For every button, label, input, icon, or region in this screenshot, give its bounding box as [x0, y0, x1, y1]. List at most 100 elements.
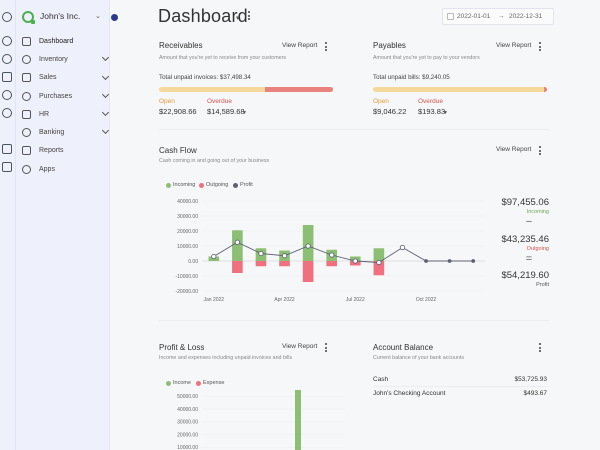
brand-logo-icon [22, 11, 35, 24]
rail-doc-icon[interactable] [2, 162, 12, 172]
payables-view-report[interactable]: View Report [496, 42, 532, 49]
account-name[interactable]: Cash [373, 376, 389, 383]
rail-home-icon[interactable] [2, 36, 12, 46]
account-balance-title: Account Balance [373, 343, 434, 352]
cashflow-chart: 40000.00 30000.00 20000.00 10000.00 0.00 -100… [175, 199, 485, 303]
section-divider-2 [159, 320, 549, 321]
overdue-dropdown-icon[interactable]: ▼ [242, 110, 247, 116]
account-balance-menu-button[interactable] [539, 343, 542, 353]
y-tick-label: 20000.00 [177, 229, 198, 235]
sidebar-item-label: Reports [39, 147, 64, 155]
sidebar-item-reports[interactable]: Reports [22, 142, 108, 160]
profit-total-label: Profit [536, 282, 549, 288]
icon-rail [0, 0, 16, 450]
legend-profit[interactable]: Profit [233, 182, 253, 188]
receivables-overdue-value[interactable]: $14,589.68 [207, 107, 245, 116]
page-menu-button[interactable] [248, 11, 251, 21]
y-tick-label: 40000.00 [177, 407, 198, 413]
outgoing-bar [373, 261, 385, 276]
rail-globe-icon[interactable] [2, 108, 12, 118]
sidebar-item-sales[interactable]: Sales [22, 69, 110, 87]
date-from: 2022-01-01 [457, 13, 491, 20]
chevron-down-icon[interactable] [101, 72, 110, 80]
sidebar-item-label: Purchases [39, 92, 73, 100]
receivables-view-report[interactable]: View Report [282, 42, 318, 49]
y-tick-label: 30000.00 [177, 420, 198, 426]
incoming-total: $97,455.06 [501, 197, 549, 208]
y-tick-label: 50000.00 [177, 394, 198, 400]
receivables-menu-button[interactable] [325, 42, 328, 52]
account-value: $493.67 [523, 390, 548, 397]
profit-point [211, 253, 217, 260]
account-value: $53,725.93 [514, 376, 547, 383]
chevron-down-icon: ⌄ [95, 13, 101, 20]
outgoing-bar [326, 261, 338, 267]
sidebar-item-label: HR [39, 110, 50, 118]
date-range-picker[interactable]: 2022-01-01 → 2022-12-31 [442, 8, 554, 25]
sidebar-item-banking[interactable]: Banking [22, 123, 110, 141]
rail-grid-icon[interactable] [2, 72, 12, 82]
chevron-down-icon[interactable] [101, 54, 110, 62]
account-name[interactable]: John's Checking Account [373, 390, 446, 397]
outgoing-bar [232, 261, 243, 273]
payables-overdue-fill [543, 87, 547, 92]
profitloss-menu-button[interactable] [325, 343, 328, 353]
chevron-down-icon[interactable] [101, 90, 110, 98]
payables-overdue-dropdown-icon[interactable]: ▼ [443, 110, 448, 116]
sidebar-item-apps[interactable]: Apps [22, 160, 108, 178]
legend-income[interactable]: Income [166, 380, 191, 386]
inventory-icon [22, 54, 31, 64]
apps-icon [22, 164, 31, 174]
minus-sign: − [525, 216, 533, 228]
incoming-bar [302, 225, 314, 261]
profit-point [447, 259, 452, 263]
profit-point [305, 243, 311, 249]
payables-title: Payables [373, 41, 406, 50]
equals-sign: = [525, 253, 533, 265]
payables-overdue-value[interactable]: $193.83 [418, 107, 446, 116]
section-divider [159, 129, 549, 130]
outgoing-total: $43,235.46 [501, 234, 549, 245]
rail-circle-icon[interactable] [2, 12, 12, 22]
date-separator: → [498, 13, 505, 20]
sidebar-item-label: Dashboard [39, 37, 74, 45]
sidebar-item-hr[interactable]: HR [22, 105, 110, 123]
rail-search-icon[interactable] [2, 54, 12, 64]
chevron-down-icon[interactable] [101, 127, 110, 135]
page-title: Dashboard [158, 6, 248, 26]
company-switcher[interactable]: John's Inc. ⌄ [22, 10, 118, 26]
account-row-divider [373, 386, 547, 387]
account-balance-subtitle: Current balance of your bank accounts [373, 355, 464, 361]
title-caret-icon[interactable]: ▾ [236, 15, 240, 22]
rail-cart-icon[interactable] [2, 90, 12, 100]
cashflow-view-report[interactable]: View Report [496, 146, 532, 153]
sidebar-item-dashboard[interactable]: Dashboard [22, 32, 108, 50]
receivables-title: Receivables [159, 41, 203, 50]
banking-icon [22, 128, 31, 138]
company-name: John's Inc. [40, 11, 81, 21]
sidebar-item-label: Sales [39, 74, 57, 82]
chevron-down-icon[interactable] [101, 109, 110, 117]
cashflow-title: Cash Flow [159, 146, 197, 155]
sidebar-item-purchases[interactable]: Purchases [22, 87, 110, 105]
y-tick-label: -20000.00 [175, 289, 198, 295]
cashflow-subtitle: Cash coming in and going out of your bus… [159, 158, 270, 164]
receivables-overdue-fill [265, 87, 333, 92]
calendar-icon [447, 13, 454, 20]
payables-bar [373, 87, 547, 92]
cashflow-menu-button[interactable] [539, 146, 542, 156]
incoming-total-label: Incoming [526, 209, 549, 215]
sidebar: John's Inc. ⌄ Dashboard Inventory Sales Pur… [16, 0, 118, 450]
profit-point [424, 259, 428, 263]
payables-subtitle: Amount that you're yet to pay to your ve… [373, 55, 480, 61]
sidebar-item-inventory[interactable]: Inventory [22, 50, 110, 68]
legend-expense[interactable]: Expense [196, 380, 224, 386]
rail-heart-icon[interactable] [2, 144, 12, 154]
main-content: Dashboard ▾ 2022-01-01 → 2022-12-31 Rece… [110, 0, 600, 450]
legend-outgoing[interactable]: Outgoing [199, 182, 228, 188]
y-tick-label: 10000.00 [177, 244, 198, 250]
profitloss-view-report[interactable]: View Report [282, 343, 318, 350]
outgoing-bar [255, 261, 267, 267]
legend-incoming[interactable]: Incoming [166, 182, 195, 188]
payables-menu-button[interactable] [539, 42, 542, 52]
